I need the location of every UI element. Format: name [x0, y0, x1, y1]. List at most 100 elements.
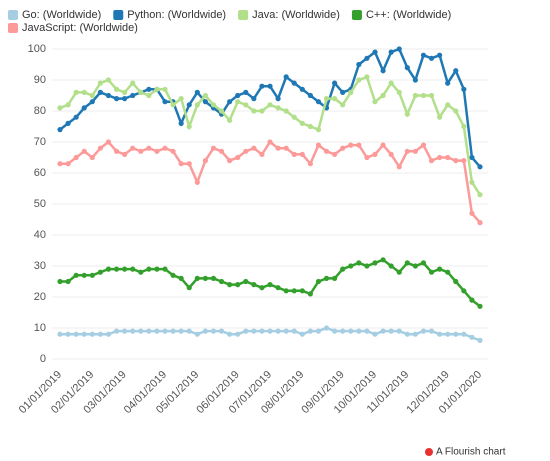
data-point [348, 263, 354, 269]
footer: A Flourish chart [436, 447, 506, 458]
data-point [299, 151, 305, 157]
data-point [469, 210, 475, 216]
y-tick-label: 0 [40, 353, 46, 365]
data-point [170, 272, 176, 278]
data-point [178, 161, 184, 167]
data-point [146, 145, 152, 151]
data-point [275, 328, 281, 334]
data-point [323, 96, 330, 102]
data-point [122, 151, 128, 157]
data-point [202, 158, 208, 164]
data-point [154, 86, 160, 92]
data-point [404, 65, 410, 71]
data-point [315, 328, 322, 334]
data-point [380, 68, 386, 74]
y-tick-label: 40 [34, 229, 46, 241]
data-point [227, 99, 233, 105]
y-tick-label: 60 [34, 167, 46, 179]
legend-swatch [113, 10, 124, 20]
data-point [65, 102, 71, 108]
data-point [477, 220, 483, 226]
data-point [105, 331, 112, 337]
data-point [105, 266, 112, 272]
legend-item: Go: (Worldwide) [8, 9, 101, 21]
data-point [283, 74, 289, 80]
data-point [267, 328, 273, 334]
data-point [291, 114, 297, 120]
data-point [194, 89, 200, 95]
data-point [194, 179, 200, 185]
data-point [97, 331, 103, 337]
data-point [194, 102, 200, 108]
data-point [275, 145, 281, 151]
data-point [105, 139, 112, 145]
data-point [291, 151, 297, 157]
data-point [122, 89, 128, 95]
data-point [162, 145, 168, 151]
data-point [210, 328, 217, 334]
data-point [105, 92, 112, 99]
data-point [170, 148, 176, 154]
data-point [461, 288, 467, 294]
data-point [428, 328, 435, 334]
data-point [154, 328, 160, 334]
data-point [130, 92, 136, 99]
data-point [437, 114, 443, 120]
data-point [412, 148, 418, 154]
legend-swatch [351, 10, 362, 20]
data-point [461, 331, 467, 337]
data-point [340, 102, 346, 108]
data-point [65, 161, 71, 167]
data-point [299, 331, 305, 337]
data-point [275, 96, 281, 102]
data-point [227, 117, 233, 123]
legend-item: Python: (Worldwide) [113, 9, 226, 21]
data-point [178, 328, 184, 334]
data-point [388, 49, 394, 55]
data-point [469, 179, 475, 185]
data-point [404, 260, 410, 266]
data-point [396, 89, 402, 95]
data-point [210, 275, 217, 281]
legend-label: Java: (Worldwide) [252, 9, 340, 21]
y-tick-label: 20 [34, 291, 46, 303]
data-point [122, 328, 128, 334]
data-point [299, 86, 305, 92]
data-point [364, 263, 370, 269]
data-point [283, 328, 289, 334]
data-point [267, 282, 273, 288]
data-point [138, 148, 144, 154]
data-point [388, 263, 394, 269]
data-point [437, 331, 443, 337]
data-point [65, 331, 71, 337]
data-point [445, 154, 451, 161]
data-point [275, 105, 281, 111]
data-point [461, 86, 467, 92]
data-point [57, 127, 63, 133]
data-point [453, 331, 459, 337]
data-point [299, 288, 305, 294]
data-point [332, 328, 338, 334]
data-point [340, 145, 346, 151]
data-point [404, 111, 410, 117]
data-point [283, 288, 289, 294]
data-point [162, 328, 168, 334]
data-point [477, 164, 483, 170]
data-point [461, 158, 467, 164]
data-point [445, 102, 451, 108]
data-point [291, 288, 297, 294]
data-point [202, 328, 208, 334]
data-point [146, 266, 152, 272]
data-point [130, 80, 136, 86]
data-point [461, 123, 467, 130]
data-point [364, 154, 370, 161]
flourish-icon [425, 448, 433, 456]
data-point [243, 89, 249, 95]
data-point [186, 285, 192, 291]
data-point [259, 285, 265, 291]
data-point [356, 77, 362, 83]
y-tick-label: 80 [34, 105, 46, 117]
data-point [428, 55, 435, 61]
data-point [89, 154, 95, 161]
data-point [388, 151, 394, 157]
